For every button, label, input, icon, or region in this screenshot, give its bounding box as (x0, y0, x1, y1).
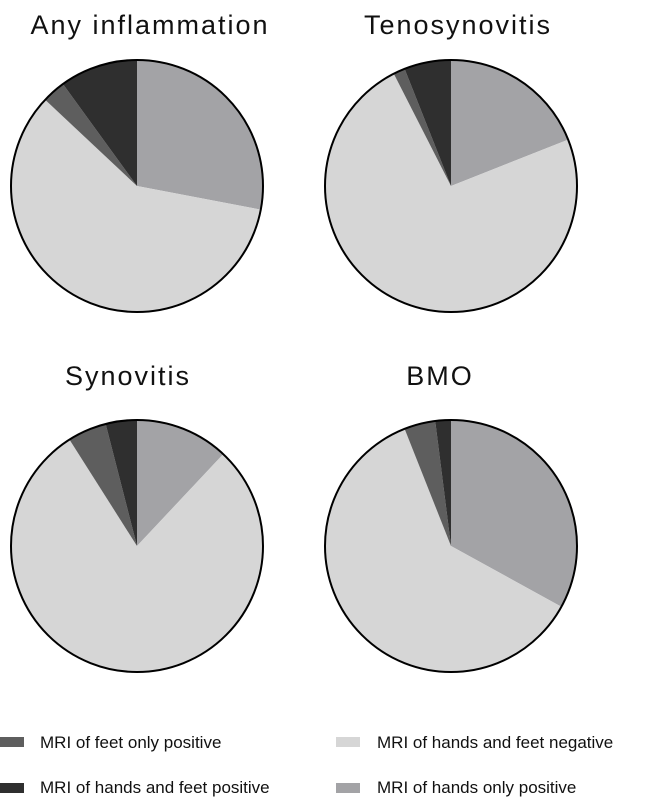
pie-slice-mri-of-feet-only-positive (404, 420, 451, 546)
pie-slice-mri-of-hands-only-positive (451, 420, 577, 607)
pie-outline (10, 59, 264, 313)
pie-slice-mri-of-hands-only-positive (451, 60, 569, 186)
pie-slice-mri-of-hands-and-feet-negative (11, 99, 261, 313)
pie-slice-mri-of-hands-and-feet-positive (105, 420, 137, 546)
pie-slice-mri-of-hands-only-positive (137, 420, 224, 546)
pie-slice-mri-of-feet-only-positive (45, 84, 137, 186)
pie-outline (324, 419, 578, 673)
legend: MRI of feet only positive MRI of hands a… (0, 733, 613, 797)
pie-title: Tenosynovitis (364, 10, 552, 40)
pie-slice-mri-of-hands-only-positive (137, 60, 264, 210)
pie-slice-mri-of-hands-and-feet-negative (324, 428, 562, 673)
legend-item: MRI of hands and feet negative (336, 733, 613, 752)
pie-synovitis (10, 419, 264, 673)
pie-slice-mri-of-hands-and-feet-negative (324, 73, 577, 312)
pie-tenosynovitis (324, 59, 578, 313)
pie-slice-mri-of-hands-and-feet-negative (10, 439, 263, 672)
legend-item: MRI of hands and feet positive (0, 778, 270, 797)
legend-label: MRI of feet only positive (40, 733, 221, 752)
pie-slice-mri-of-feet-only-positive (393, 68, 451, 186)
pie-slice-mri-of-hands-and-feet-positive (62, 59, 137, 186)
pie-title: Synovitis (65, 361, 191, 391)
pie-bmo (324, 419, 578, 673)
pie-panel-synovitis: Synovitis (10, 361, 264, 673)
pie-panel-any-inflammation: Any inflammation (10, 10, 269, 313)
legend-label: MRI of hands and feet positive (40, 778, 270, 797)
pie-slice-mri-of-feet-only-positive (69, 423, 137, 546)
pie-panel-bmo: BMO (324, 361, 578, 673)
pie-slice-mri-of-hands-and-feet-positive (404, 60, 451, 186)
legend-swatch (336, 737, 360, 747)
legend-swatch (0, 737, 24, 747)
legend-item: MRI of feet only positive (0, 733, 221, 752)
pie-title: BMO (406, 361, 474, 391)
pie-any-inflammation (10, 59, 264, 313)
legend-label: MRI of hands and feet negative (377, 733, 613, 752)
pie-slice-mri-of-hands-and-feet-positive (435, 420, 451, 546)
legend-swatch (0, 783, 24, 793)
legend-item: MRI of hands only positive (336, 778, 576, 797)
pie-title: Any inflammation (30, 10, 269, 40)
legend-label: MRI of hands only positive (377, 778, 576, 797)
pie-outline (324, 59, 578, 313)
pie-outline (10, 419, 264, 673)
pie-panel-tenosynovitis: Tenosynovitis (324, 10, 578, 313)
legend-swatch (336, 783, 360, 793)
